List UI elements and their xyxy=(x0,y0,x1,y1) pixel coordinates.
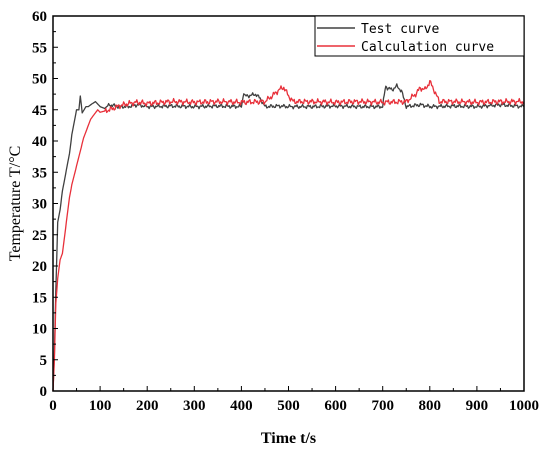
x-axis-ticks: 0 100 200 300 400 500 600 700 800 900 1000 xyxy=(49,386,539,414)
series-line-test-curve xyxy=(52,83,525,392)
y-tick-label: 40 xyxy=(32,134,47,150)
y-tick-label: 50 xyxy=(32,72,47,88)
y-axis-title: Temperature T/°C xyxy=(7,146,24,262)
y-tick-label: 35 xyxy=(32,165,47,181)
y-tick-label: 10 xyxy=(32,322,47,338)
x-tick-label: 800 xyxy=(419,398,442,414)
legend-box xyxy=(314,15,525,57)
y-tick-label: 0 xyxy=(40,384,48,400)
x-tick-label: 600 xyxy=(324,398,347,414)
x-tick-label: 200 xyxy=(136,398,159,414)
legend: Test curve Calculation curve xyxy=(314,15,525,57)
legend-label-test-curve: Test curve xyxy=(361,22,439,37)
y-tick-label: 25 xyxy=(32,228,47,244)
y-tick-label: 55 xyxy=(32,40,47,56)
series-line-calculation-curve xyxy=(52,79,525,392)
y-tick-label: 20 xyxy=(32,259,47,275)
x-axis-title: Time t/s xyxy=(261,430,316,447)
x-tick-label: 900 xyxy=(466,398,489,414)
y-tick-label: 15 xyxy=(32,290,47,306)
x-tick-label: 400 xyxy=(230,398,253,414)
y-tick-label: 60 xyxy=(32,9,47,25)
series-layer xyxy=(52,79,525,392)
x-tick-label: 100 xyxy=(89,398,112,414)
x-tick-label: 700 xyxy=(371,398,394,414)
y-tick-label: 45 xyxy=(32,103,47,119)
plot-frame xyxy=(52,15,525,392)
y-tick-label: 30 xyxy=(32,197,47,213)
x-tick-label: 300 xyxy=(183,398,206,414)
y-tick-label: 5 xyxy=(40,353,48,369)
legend-label-calculation-curve: Calculation curve xyxy=(361,40,494,55)
y-axis-ticks: 0 5 10 15 20 25 30 35 40 45 50 55 60 xyxy=(32,9,58,400)
x-tick-label: 0 xyxy=(49,398,57,414)
x-tick-label: 1000 xyxy=(509,398,539,414)
x-tick-label: 500 xyxy=(277,398,300,414)
